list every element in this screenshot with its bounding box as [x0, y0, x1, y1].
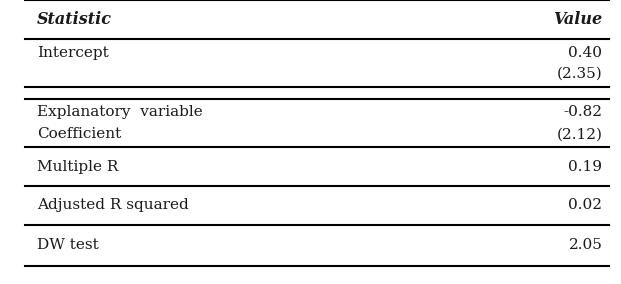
Text: (2.12): (2.12) [556, 127, 602, 141]
Text: Intercept: Intercept [37, 45, 109, 60]
Text: Statistic: Statistic [37, 11, 112, 28]
Text: Explanatory  variable: Explanatory variable [37, 105, 203, 119]
Text: Multiple R: Multiple R [37, 160, 119, 174]
Text: 0.40: 0.40 [568, 45, 602, 60]
Text: -0.82: -0.82 [563, 105, 602, 119]
Text: 0.19: 0.19 [568, 160, 602, 174]
Text: DW test: DW test [37, 238, 99, 252]
Text: 2.05: 2.05 [568, 238, 602, 252]
Text: Adjusted R squared: Adjusted R squared [37, 199, 189, 212]
Text: Coefficient: Coefficient [37, 127, 122, 141]
Text: Value: Value [553, 11, 602, 28]
Text: (2.35): (2.35) [556, 66, 602, 81]
Text: 0.02: 0.02 [568, 199, 602, 212]
